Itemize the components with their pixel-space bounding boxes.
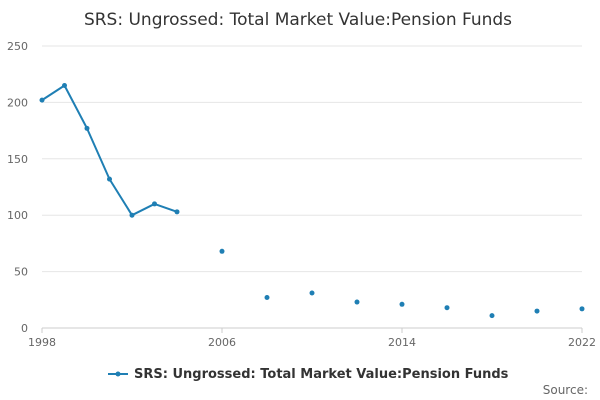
x-tick-label: 2014 (388, 336, 416, 349)
x-tick-label: 2006 (208, 336, 236, 349)
y-tick-label: 250 (7, 40, 28, 53)
data-point[interactable] (107, 176, 112, 182)
x-axis: 1998 2006 2014 2022 (28, 327, 596, 349)
y-axis: 0 50 100 150 200 250 (7, 40, 28, 335)
data-point[interactable] (264, 295, 270, 301)
x-tick-label: 2022 (568, 336, 596, 349)
y-tick-label: 150 (7, 153, 28, 166)
data-point[interactable] (489, 313, 495, 319)
y-tick-label: 50 (14, 266, 28, 279)
data-point[interactable] (534, 308, 540, 314)
y-tick-label: 0 (21, 322, 28, 335)
data-point[interactable] (444, 305, 450, 311)
data-point[interactable] (579, 306, 585, 312)
data-point[interactable] (129, 212, 135, 218)
chart-title: SRS: Ungrossed: Total Market Value:Pensi… (84, 10, 512, 30)
series-layer (39, 82, 585, 319)
data-point[interactable] (399, 301, 405, 307)
legend-label: SRS: Ungrossed: Total Market Value:Pensi… (134, 367, 509, 382)
gridlines (42, 45, 582, 329)
data-point[interactable] (62, 82, 67, 88)
source-label: Source: (543, 383, 588, 397)
data-point[interactable] (354, 299, 360, 305)
data-point[interactable] (152, 201, 157, 207)
data-point[interactable] (39, 97, 45, 103)
x-tick-label: 1998 (28, 336, 56, 349)
data-point[interactable] (174, 209, 180, 215)
y-tick-label: 200 (7, 96, 28, 109)
data-point[interactable] (84, 125, 90, 131)
data-point[interactable] (309, 290, 315, 296)
legend-point-marker (115, 371, 121, 377)
data-point[interactable] (219, 248, 225, 254)
y-tick-label: 100 (7, 209, 28, 222)
series-line (41, 84, 178, 217)
legend[interactable]: SRS: Ungrossed: Total Market Value:Pensi… (108, 367, 509, 382)
